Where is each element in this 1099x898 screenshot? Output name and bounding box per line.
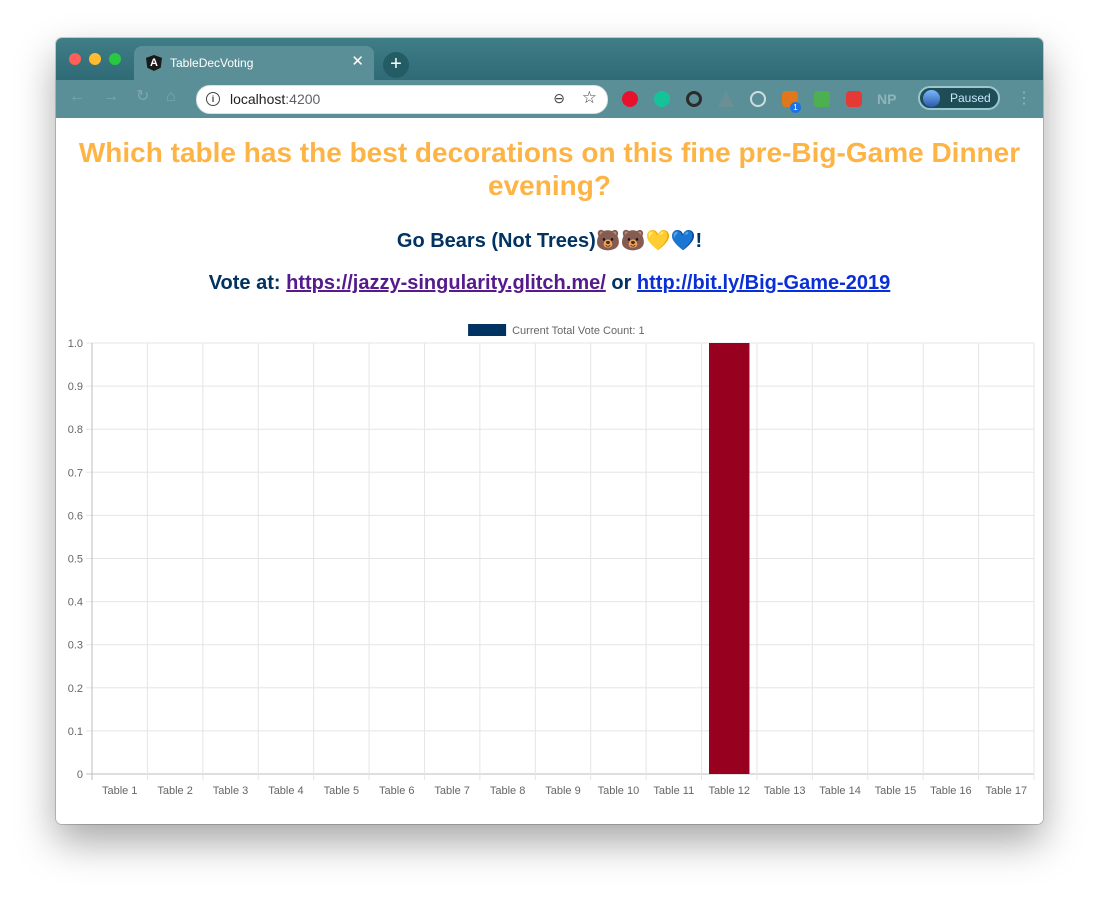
glitch-link[interactable]: https://jazzy-singularity.glitch.me/ [286,272,606,294]
y-tick-label: 0.1 [68,726,83,738]
back-icon[interactable]: ← [69,88,85,105]
x-tick-label: Table 17 [985,785,1027,797]
minimize-window-button[interactable] [89,53,101,65]
address-bar[interactable]: i localhost:4200 ⊖ ☆ [196,85,608,114]
page-subtitle: Go Bears (Not Trees)🐻🐻💛💙! [396,230,703,252]
y-tick-label: 0.8 [68,424,83,436]
x-tick-label: Table 16 [930,785,972,797]
target-extension-icon[interactable] [750,91,766,107]
zoom-icon[interactable]: ⊖ [553,90,565,106]
vote-or: or [611,272,632,294]
info-icon[interactable]: i [206,92,220,106]
reload-icon[interactable]: ↻ [136,88,150,105]
grammarly-extension-icon[interactable] [654,91,670,107]
vote-chart: Current Total Vote Count: 1 0 0.1 0.2 0.3 0.4… [68,324,1035,797]
y-tick-label: 0.3 [68,640,83,652]
close-window-button[interactable] [69,53,81,65]
title-bar: A TableDecVoting ✕ + [56,38,1043,80]
browser-toolbar: ← → ↻ ⌂ i localhost:4200 ⊖ ☆ 1 NP Paused… [56,80,1043,119]
forward-icon[interactable]: → [103,88,119,105]
vote-line: Vote at: https://jazzy-singularity.glitc… [56,272,1043,295]
x-tick-label: Table 6 [379,785,414,797]
bookmark-star-icon[interactable]: ☆ [581,88,597,107]
page-content: Which table has the best decorations on … [56,118,1043,824]
x-tick-label: Table 10 [598,785,640,797]
extension-badge: 1 [790,102,801,113]
y-tick-label: 0.5 [68,554,83,566]
y-tick-label: 0.2 [68,683,83,695]
x-tick-label: Table 2 [157,785,192,797]
bar [709,343,750,774]
x-tick-label: Table 1 [102,785,137,797]
profile-button[interactable]: Paused [918,86,1000,110]
y-tick-label: 0.9 [68,381,83,393]
x-tick-label: Table 5 [324,785,359,797]
url-text[interactable]: localhost:4200 [230,91,321,107]
menu-icon[interactable]: ⋮ [1016,90,1032,107]
page-title: Which table has the best decorations on … [78,137,1021,201]
x-tick-label: Table 3 [213,785,248,797]
adblock-extension-icon[interactable] [622,91,638,107]
bitly-link[interactable]: http://bit.ly/Big-Game-2019 [636,272,891,294]
browser-window: A TableDecVoting ✕ + ← → ↻ ⌂ i localhost… [56,38,1043,824]
y-tick-label: 0.7 [68,467,83,479]
x-tick-label: Table 13 [764,785,806,797]
x-tick-label: Table 8 [490,785,525,797]
angular-icon: A [146,55,162,71]
y-tick-label: 0 [77,769,83,781]
x-tick-label: Table 9 [545,785,580,797]
profile-label: Paused [950,91,991,105]
np-extension-icon[interactable]: NP [877,91,897,107]
y-tick-label: 1.0 [68,338,83,350]
y-tick-label: 0.4 [68,597,83,609]
y-tick-label: 0.6 [68,510,83,522]
x-tick-label: Table 14 [819,785,861,797]
avatar [923,90,940,107]
legend-label: Current Total Vote Count: 1 [512,325,645,337]
x-tick-label: Table 11 [653,785,694,797]
zoom-window-button[interactable] [109,53,121,65]
x-tick-label: Table 15 [875,785,917,797]
legend-swatch [468,324,507,336]
drive-extension-icon[interactable] [718,91,734,107]
tab-close-icon[interactable]: ✕ [351,53,364,70]
vote-prefix: Vote at: [208,272,281,294]
circle-extension-icon[interactable] [686,91,702,107]
video-extension-icon[interactable] [846,91,862,107]
mail-extension-icon[interactable] [814,91,830,107]
x-tick-label: Table 7 [434,785,469,797]
home-icon[interactable]: ⌂ [166,88,176,105]
x-tick-label: Table 4 [268,785,303,797]
tab-title: TableDecVoting [170,56,254,70]
x-tick-label: Table 12 [708,785,750,797]
browser-tab[interactable]: A TableDecVoting ✕ [134,46,374,80]
new-tab-button[interactable]: + [383,52,409,78]
